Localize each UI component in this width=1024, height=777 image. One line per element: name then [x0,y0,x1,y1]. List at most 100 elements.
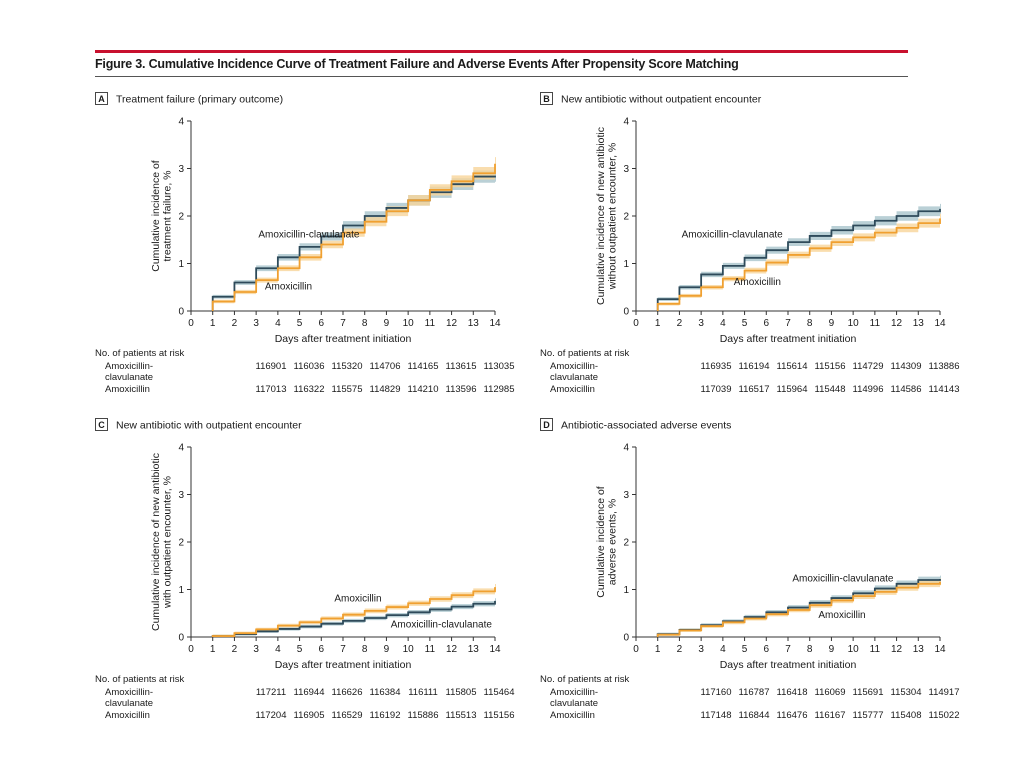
y-tick-label: 3 [623,490,629,501]
panel-letter: B [543,94,550,104]
x-axis-label: Days after treatment initiation [720,333,857,345]
risk-row-label: Amoxicillin- [105,687,153,698]
x-tick-label: 14 [489,318,501,329]
x-tick-label: 13 [468,318,480,329]
risk-value: 113886 [929,361,960,372]
x-tick-label: 13 [468,644,480,655]
y-axis-label: without outpatient encounter, % [607,143,619,291]
risk-value: 114729 [853,361,884,372]
x-tick-label: 7 [785,644,791,655]
risk-value: 113615 [446,361,477,372]
risk-table-heading: No. of patients at risk [540,348,629,359]
x-tick-label: 13 [913,318,925,329]
risk-value: 116626 [332,687,363,698]
risk-value: 115575 [332,384,363,395]
risk-row-label: Amoxicillin- [550,687,598,698]
risk-row-label: clavulanate [550,372,598,383]
y-tick-label: 3 [178,164,184,175]
risk-value: 115964 [777,384,808,395]
x-tick-label: 1 [655,644,661,655]
x-tick-label: 14 [934,644,946,655]
risk-value: 115513 [446,710,477,721]
risk-value: 116529 [332,710,363,721]
risk-value: 117204 [256,710,287,721]
x-tick-label: 9 [384,318,390,329]
series-annotation: Amoxicillin-clavulanate [391,620,493,631]
risk-value: 117160 [701,687,732,698]
x-tick-label: 6 [319,318,325,329]
x-tick-label: 4 [275,318,281,329]
risk-row-label: Amoxicillin- [550,361,598,372]
risk-value: 114143 [929,384,960,395]
y-tick-label: 2 [178,538,184,549]
risk-value: 116322 [294,384,325,395]
x-tick-label: 1 [210,318,216,329]
x-axis-label: Days after treatment initiation [720,659,857,671]
risk-value: 114165 [408,361,439,372]
series-annotation: Amoxicillin-clavulanate [258,229,360,240]
x-tick-label: 6 [319,644,325,655]
x-tick-label: 12 [891,644,903,655]
x-tick-label: 0 [633,644,639,655]
x-tick-label: 10 [403,318,415,329]
y-tick-label: 4 [623,117,629,128]
x-tick-label: 5 [742,644,748,655]
x-tick-label: 5 [742,318,748,329]
y-tick-label: 4 [178,443,184,454]
y-tick-label: 0 [623,633,629,644]
risk-value: 114917 [929,687,960,698]
risk-value: 116418 [777,687,808,698]
x-tick-label: 10 [403,644,415,655]
x-tick-label: 2 [677,318,683,329]
x-tick-label: 11 [870,318,881,329]
y-axis-label: with outpatient encounter, % [162,476,174,609]
y-axis-label: adverse events, % [607,499,619,585]
y-axis-label: Cumulative incidence of new antibiotic [150,453,162,631]
risk-value: 114706 [370,361,401,372]
x-tick-label: 14 [934,318,946,329]
panel-letter: A [98,94,105,104]
risk-value: 114586 [891,384,922,395]
risk-value: 115448 [815,384,846,395]
risk-value: 116167 [815,710,846,721]
y-tick-label: 3 [623,164,629,175]
risk-value: 117211 [256,687,286,698]
x-tick-label: 3 [253,318,259,329]
risk-row-label: Amoxicillin [550,710,595,721]
title-divider [95,76,908,77]
series-annotation: Amoxicillin-clavulanate [792,573,894,584]
risk-row-label: Amoxicillin [550,384,595,395]
risk-row-label: clavulanate [105,698,153,709]
panel-b: BNew antibiotic without outpatient encou… [540,88,980,408]
x-tick-label: 8 [362,318,368,329]
y-axis-label: Cumulative incidence of new antibiotic [595,127,607,305]
series-annotation: Amoxicillin [265,282,312,293]
risk-value: 116905 [294,710,325,721]
risk-value: 115304 [891,687,922,698]
risk-value: 116476 [777,710,808,721]
risk-row-label: Amoxicillin- [105,361,153,372]
series-annotation: Amoxicillin [818,610,865,621]
risk-value: 116901 [256,361,287,372]
series-annotation: Amoxicillin [334,593,381,604]
risk-value: 115408 [891,710,922,721]
x-tick-label: 3 [253,644,259,655]
x-tick-label: 4 [275,644,281,655]
risk-table-heading: No. of patients at risk [95,674,184,685]
x-tick-label: 11 [870,644,881,655]
y-tick-label: 1 [623,259,629,270]
risk-value: 115691 [853,687,884,698]
chart-svg: BNew antibiotic without outpatient encou… [540,88,980,408]
risk-value: 116787 [739,687,770,698]
risk-value: 116192 [370,710,401,721]
x-tick-label: 6 [764,644,770,655]
panel-letter: C [98,420,105,430]
risk-value: 112985 [484,384,515,395]
series-annotation: Amoxicillin [734,277,781,288]
risk-value: 114210 [408,384,439,395]
y-tick-label: 3 [178,490,184,501]
x-tick-label: 13 [913,644,925,655]
risk-value: 115464 [484,687,515,698]
title-accent-rule [95,50,908,53]
risk-value: 114309 [891,361,922,372]
